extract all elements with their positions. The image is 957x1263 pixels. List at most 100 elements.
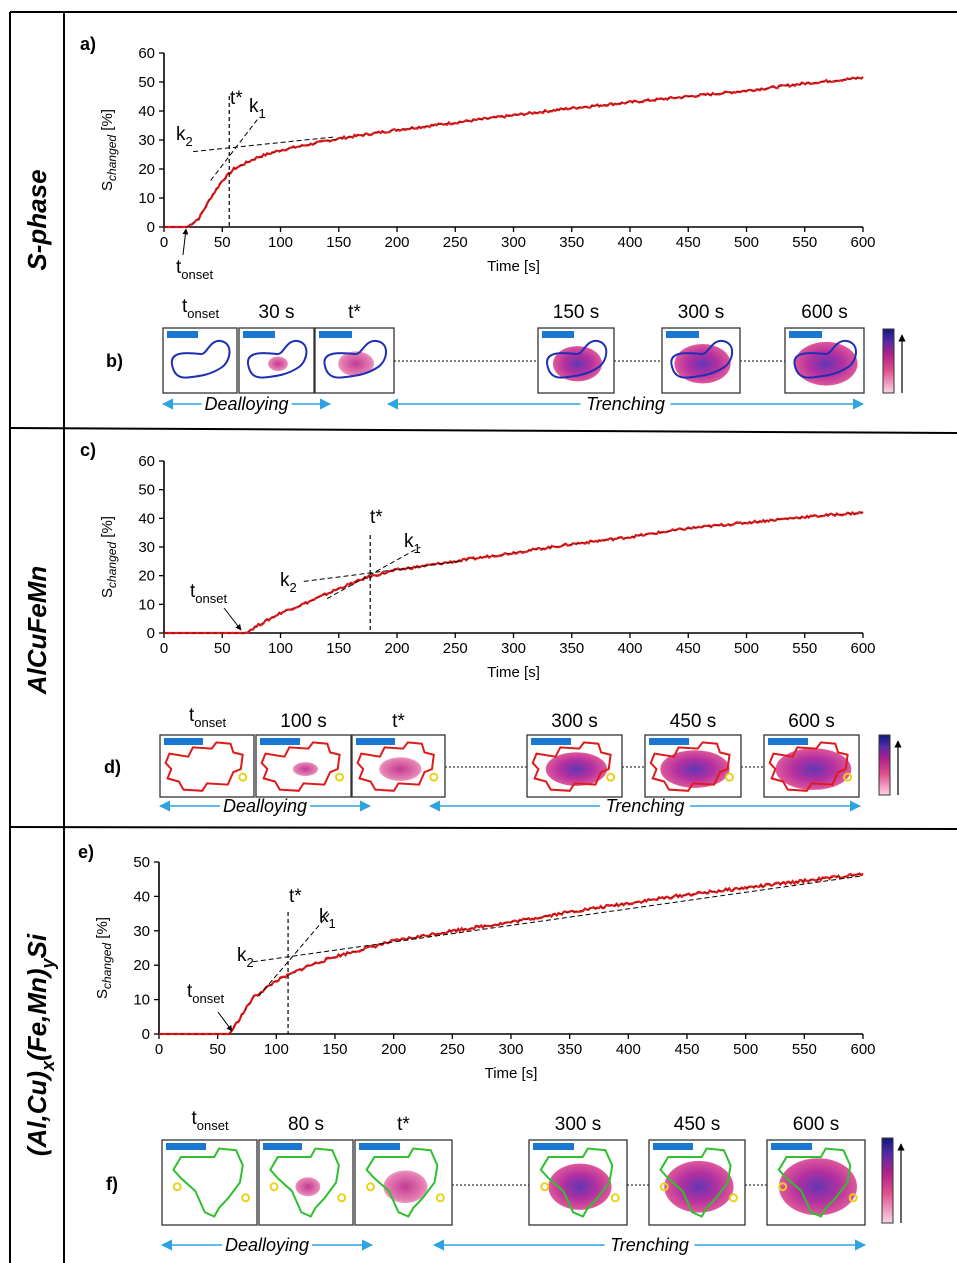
x-tick-label: 550 [792, 640, 817, 657]
phase-label-trenching: Trenching [606, 796, 685, 816]
intensity-blob [268, 356, 288, 372]
particle-outline [269, 1147, 340, 1218]
k1-label: k1 [404, 531, 421, 556]
chart-panel-label: e) [78, 842, 94, 862]
y-tick-label: 50 [138, 74, 155, 91]
tangent-k1-line [258, 913, 330, 997]
material-part-3: (Fe,Mn) [22, 968, 52, 1060]
y-tick-label: 50 [133, 854, 150, 871]
particle-outline [164, 741, 244, 792]
snapshot-label: 300 s [551, 711, 597, 732]
x-axis-title: Time [s] [485, 1065, 538, 1082]
yellow-feature [606, 772, 616, 782]
x-tick-label: 500 [733, 1041, 758, 1058]
snapshot-label: 150 s [553, 302, 599, 323]
snapshot-strip-d: d) tonset 100 s t* 300 s 450 s 600 s Dealloying… [104, 705, 902, 816]
particle-outline [546, 339, 608, 379]
y-tick-label: 0 [147, 625, 155, 642]
x-axis-title: Time [s] [487, 664, 540, 681]
particle-outline [260, 741, 341, 792]
x-tick-label: 300 [501, 234, 526, 251]
yellow-feature [843, 772, 853, 782]
x-tick-label: 0 [160, 640, 168, 657]
image-panel-label: d) [104, 757, 121, 777]
yellow-feature [172, 1182, 182, 1192]
particle-outline [323, 339, 388, 379]
phase-label-trenching: Trenching [586, 394, 665, 414]
frame [9, 11, 957, 1263]
x-tick-label: 600 [850, 1041, 875, 1058]
particle-outline [659, 1147, 732, 1218]
snapshot-strip-f: f) tonset 80 s t* 300 s 450 s 600 s Dealloying T… [106, 1108, 905, 1255]
particle-outline [365, 1147, 439, 1218]
chart-panel-label: c) [80, 440, 96, 460]
k2-label: k2 [176, 124, 193, 149]
chart-panel-e: e) 0 50 100 150 200 250 300 350 400 450 500 550 600 0 1… [78, 842, 876, 1082]
colorbar [881, 1137, 894, 1224]
particle-outline [356, 741, 435, 792]
x-tick-label: 150 [326, 640, 351, 657]
material-label-row-3: (Al,Cu)x(Fe,Mn)ySi [22, 933, 58, 1156]
snapshot-label: t* [392, 711, 405, 732]
x-tick-label: 150 [322, 1041, 347, 1058]
image-panel-label: f) [106, 1174, 118, 1194]
y-tick-label: 50 [138, 482, 155, 499]
x-tick-label: 400 [616, 1041, 641, 1058]
yellow-feature [540, 1182, 550, 1192]
yellow-feature [724, 772, 734, 782]
scale-bar [319, 331, 352, 338]
x-tick-label: 400 [617, 234, 642, 251]
yellow-feature [269, 1182, 279, 1192]
snapshot-label: 600 s [788, 711, 834, 732]
x-tick-label: 200 [384, 640, 409, 657]
y-tick-label: 40 [138, 103, 155, 120]
intensity-blob [292, 762, 319, 777]
x-tick-label: 350 [559, 234, 584, 251]
intensity-blob [295, 1177, 321, 1197]
y-tick-label: 10 [138, 190, 155, 207]
scale-bar [542, 331, 574, 338]
y-tick-label: 20 [138, 161, 155, 178]
colorbar [882, 328, 895, 394]
material-part-4: y [38, 957, 58, 969]
yellow-feature [610, 1193, 620, 1203]
x-axis-title: Time [s] [487, 258, 540, 275]
scale-bar [531, 738, 571, 745]
tangent-k2-line [303, 560, 462, 582]
data-series-line [164, 76, 864, 229]
y-tick-label: 40 [133, 888, 150, 905]
scale-bar [166, 1143, 206, 1150]
snapshot-label: 30 s [259, 302, 295, 323]
material-label-row-1: S-phase [22, 169, 52, 270]
x-tick-label: 50 [214, 234, 231, 251]
yellow-feature [241, 1193, 251, 1203]
scale-bar [771, 1143, 812, 1150]
scale-bar [356, 738, 395, 745]
y-axis-title: Schanged [%] [94, 917, 114, 999]
intensity-blob [545, 752, 608, 786]
y-tick-label: 20 [133, 957, 150, 974]
tangent-k1-line [326, 546, 421, 600]
particle-outline [793, 339, 857, 379]
t-onset-arrow [223, 607, 242, 631]
y-tick-label: 20 [138, 568, 155, 585]
snapshot-label: 80 s [288, 1114, 324, 1135]
snapshot-label-t-onset: tonset [189, 705, 226, 730]
x-tick-label: 450 [674, 1041, 699, 1058]
t-onset-label: tonset [190, 581, 227, 606]
y-tick-label: 0 [142, 1026, 150, 1043]
phase-label-dealloying: Dealloying [223, 796, 307, 816]
x-tick-label: 100 [268, 640, 293, 657]
intensity-blob [660, 750, 730, 788]
phase-label-dealloying: Dealloying [225, 1235, 309, 1255]
fit-line [159, 873, 864, 1035]
yellow-feature [728, 1193, 738, 1203]
snapshot-label-t-onset: tonset [192, 1108, 229, 1133]
scale-bar [789, 331, 822, 338]
intensity-blob [794, 341, 858, 386]
t-onset-label: tonset [187, 981, 224, 1006]
x-tick-label: 250 [440, 1041, 465, 1058]
particle-outline [768, 741, 849, 792]
material-part-2: x [38, 1060, 58, 1072]
